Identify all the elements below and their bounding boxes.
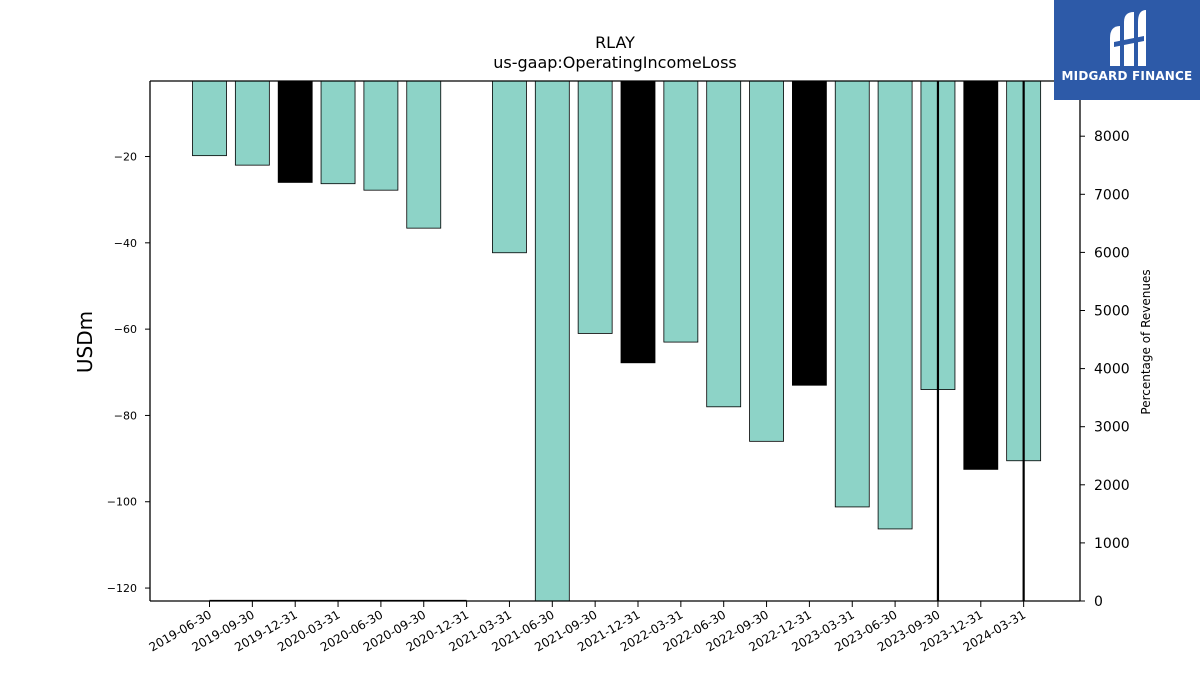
y-tick-label: −120 [107,582,137,595]
bar-2022-03-31 [663,81,699,343]
y2-tick-label: 5000 [1094,303,1130,319]
y2-tick-label: 0 [1094,594,1103,610]
bar-2021-09-30 [577,81,613,334]
bar-2019-09-30 [234,81,270,166]
y-axis-label: USDm [73,311,97,373]
bar-2023-06-30 [877,81,913,530]
bar-2023-03-31 [834,81,870,508]
bar-2022-12-31 [792,81,827,386]
bar-2020-06-30 [363,81,399,191]
y-tick-label: −80 [114,409,137,422]
y-tick-label: −40 [114,237,137,250]
logo-mark-icon [1110,10,1146,66]
y2-tick-label: 7000 [1094,187,1130,203]
bar-2021-12-31 [620,81,656,364]
y2-tick-label: 4000 [1094,362,1130,378]
bar-2020-09-30 [406,81,442,229]
bar-2022-09-30 [749,81,784,442]
bar-2019-12-31 [277,81,313,183]
chart-subtitle: us-gaap:OperatingIncomeLoss [493,53,737,72]
y2-tick-label: 1000 [1094,536,1130,552]
bar-2020-03-31 [320,81,356,185]
bar-2019-06-30 [192,81,227,157]
bar-2023-12-31 [963,81,999,470]
y2-tick-label: 3000 [1094,420,1130,436]
bar-2022-06-30 [706,81,742,408]
y2-tick-label: 2000 [1094,478,1130,494]
y2-tick-label: 6000 [1094,245,1130,261]
logo-text: MIDGARD FINANCE [1061,69,1193,83]
y-tick-label: −20 [114,151,137,164]
chart-title: RLAY [595,33,635,52]
y-tick-label: −100 [107,496,137,509]
y2-tick-label: 8000 [1094,129,1130,145]
bar-2021-03-31 [492,81,527,254]
y2-axis-label: Percentage of Revenues [1139,269,1153,414]
bar-2021-06-30 [534,81,570,601]
y-tick-label: −60 [114,323,137,336]
midgard-finance-logo: MIDGARD FINANCE [1054,0,1200,100]
